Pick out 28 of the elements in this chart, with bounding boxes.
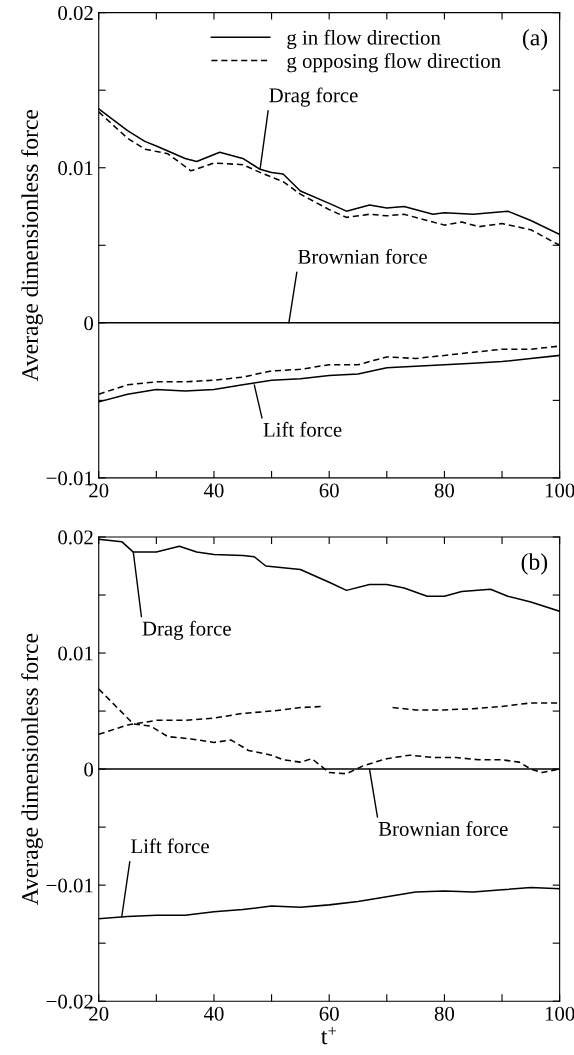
- annotation: Lift force: [131, 838, 209, 854]
- annotation: Drag force: [142, 620, 231, 640]
- x-tick-label: 60: [319, 1006, 339, 1021]
- y-axis-title: Average dimensionless force: [21, 633, 43, 906]
- annotation: Brownian force: [298, 248, 427, 264]
- x-tick-label: 100: [545, 483, 574, 498]
- x-tick-label: 40: [203, 1006, 224, 1021]
- x-tick-label: 100: [545, 1006, 574, 1021]
- y-tick-label: 0.01: [58, 161, 93, 176]
- text: (b): [521, 553, 548, 575]
- x-tick-label: 60: [319, 483, 339, 498]
- x-axis-title: t$^{+}$: [321, 1027, 337, 1045]
- x-tick-label: 80: [434, 1006, 455, 1021]
- y-tick-label: −0.01: [46, 878, 93, 893]
- y-tick-label: 0.02: [58, 6, 93, 21]
- x-tick-label: 80: [434, 483, 455, 498]
- annotation: Brownian force: [378, 821, 508, 836]
- y-tick-label: 0: [84, 762, 94, 777]
- text: (a): [522, 28, 548, 51]
- legend-label: g opposing flow direction: [287, 53, 501, 73]
- y-tick-label: 0.01: [58, 646, 93, 661]
- y-tick-label: 0: [84, 316, 94, 331]
- x-tick-label: 40: [203, 483, 224, 498]
- annotation: Drag force: [269, 87, 358, 107]
- y-tick-label: 0.02: [58, 530, 93, 545]
- legend-label: g in flow direction: [287, 29, 441, 49]
- y-axis-title: Average dimensionless force: [21, 109, 43, 382]
- annotation: Lift force: [263, 421, 342, 437]
